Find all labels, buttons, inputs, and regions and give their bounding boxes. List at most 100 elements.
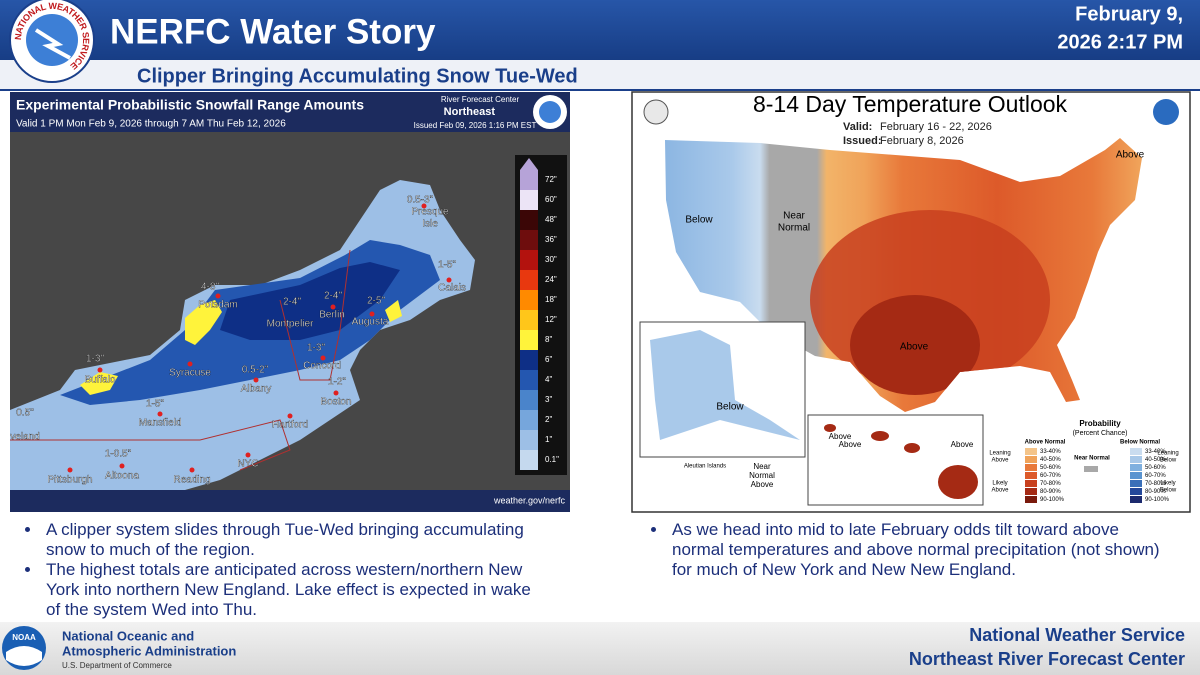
- legend-label: 30": [545, 255, 557, 264]
- map-region: Northeast: [444, 106, 496, 118]
- city-dot: [446, 277, 452, 283]
- legend-label: 2": [545, 415, 552, 424]
- noaa-logo-wave: [6, 646, 42, 666]
- hawaii: [824, 424, 836, 432]
- legend-swatch: [520, 430, 538, 450]
- bullets-right: As we head into mid to late February odd…: [648, 520, 1168, 580]
- legend-side-label: Likely: [1160, 481, 1175, 487]
- issued-label: Issued:: [843, 135, 882, 147]
- legend-side-label: Likely: [992, 481, 1007, 487]
- city-dot: [189, 467, 195, 473]
- legend-swatch: [520, 190, 538, 210]
- region-label: Above: [829, 432, 852, 441]
- place-label: Mansfield: [139, 418, 182, 429]
- city-dot: [333, 390, 339, 396]
- footer-bar: [0, 622, 1200, 675]
- place-label: Albany: [241, 384, 272, 395]
- legend-swatch: [520, 210, 538, 230]
- legend-label: 70-80%: [1040, 481, 1061, 487]
- region-label: Above: [839, 440, 862, 449]
- map-footer: [10, 490, 570, 512]
- legend-swatch: [520, 270, 538, 290]
- place-label: 1-0.5": [105, 449, 132, 460]
- legend-label: 60-70%: [1145, 473, 1166, 479]
- region-label: Below: [685, 215, 713, 226]
- legend: Probability (Percent Chance) Above Normal B…: [989, 419, 1178, 503]
- temp-map: 8-14 Day Temperature Outlook Valid: Febr…: [631, 91, 1191, 513]
- legend-label: 50-60%: [1145, 465, 1166, 471]
- legend-swatch: [1084, 466, 1098, 472]
- office: National Weather Service: [969, 625, 1185, 645]
- legend-header: Near Normal: [1074, 456, 1110, 462]
- legend-label: 80-90%: [1145, 489, 1166, 495]
- legend-title: Probability: [1079, 419, 1121, 428]
- legend-swatch: [1130, 464, 1142, 471]
- legend-swatch: [1025, 488, 1037, 495]
- legend-subtitle: (Percent Chance): [1073, 430, 1128, 437]
- outlook-core: [850, 295, 980, 395]
- region-label: Aleutian Islands: [684, 464, 726, 470]
- noaa-logo-text: NOAA: [12, 633, 36, 642]
- hawaii: [904, 443, 920, 453]
- legend-label: 60-70%: [1040, 473, 1061, 479]
- legend-label: 4": [545, 375, 552, 384]
- place-label: 1-3": [86, 354, 104, 365]
- place-label: NYC: [237, 459, 258, 470]
- nws-logo-bolt: [34, 28, 71, 60]
- city-dot: [245, 452, 251, 458]
- map-source: weather.gov/nerfc: [493, 495, 566, 505]
- issued: February 8, 2026: [880, 135, 964, 147]
- map-title: Experimental Probabilistic Snowfall Rang…: [16, 97, 364, 113]
- place-label: Hartford: [272, 420, 308, 431]
- region-label: Near: [783, 211, 805, 222]
- city-dot: [67, 467, 73, 473]
- legend-label: 90-100%: [1040, 497, 1065, 503]
- city-dot: [330, 304, 336, 310]
- legend-swatch: [1130, 448, 1142, 455]
- legend-swatch: [1025, 448, 1037, 455]
- legend-arrow: [520, 158, 538, 170]
- alaska: [650, 330, 800, 440]
- bullet-list: As we head into mid to late February odd…: [648, 520, 1168, 580]
- hawaii: [938, 465, 978, 499]
- snow-area: [220, 262, 400, 340]
- legend-swatch: [1025, 480, 1037, 487]
- city-dot: [97, 367, 103, 373]
- subtitle: Clipper Bringing Accumulating Snow Tue-W…: [137, 65, 578, 87]
- legend-swatch: [520, 370, 538, 390]
- region-label: Normal: [778, 223, 810, 234]
- city-dot: [119, 463, 125, 469]
- legend-swatch: [1130, 496, 1142, 503]
- place-label: 1-2": [328, 377, 346, 388]
- legend-label: 18": [545, 295, 557, 304]
- place-label: Pittsburgh: [47, 475, 92, 486]
- region-label: Above: [900, 342, 929, 353]
- place-label: 1-3": [307, 343, 325, 354]
- legend-swatch: [520, 250, 538, 270]
- city-dot: [287, 413, 293, 419]
- map-title: 8-14 Day Temperature Outlook: [753, 91, 1068, 117]
- date: February 9,: [1075, 3, 1183, 25]
- region-labels: Below NearNormalAboveAboveBelowAboveAbove…: [684, 150, 1145, 489]
- city-dot: [157, 411, 163, 417]
- department: U.S. Department of Commerce: [62, 661, 172, 670]
- state-line: [279, 249, 351, 381]
- legend-label: 36": [545, 235, 557, 244]
- legend-label: 72": [545, 175, 557, 184]
- office: Northeast River Forecast Center: [909, 649, 1185, 669]
- place-label: 2-5": [367, 296, 385, 307]
- legend-header: Below Normal: [1120, 440, 1160, 446]
- place-label: 0.5": [16, 408, 34, 419]
- agency: National Oceanic and: [62, 628, 194, 643]
- legend-swatch: [520, 350, 538, 370]
- place-label: 1-5": [146, 399, 164, 410]
- place-label: 0.5-2": [242, 365, 269, 376]
- legend-swatch: [1025, 456, 1037, 463]
- legend-label: 8": [545, 335, 552, 344]
- legend-label: 6": [545, 355, 552, 364]
- bullets-left: A clipper system slides through Tue-Wed …: [22, 520, 542, 620]
- place-label: Calais: [438, 283, 466, 294]
- noaa-logo: [1153, 99, 1179, 125]
- place-label: 0.5-3": [407, 195, 434, 206]
